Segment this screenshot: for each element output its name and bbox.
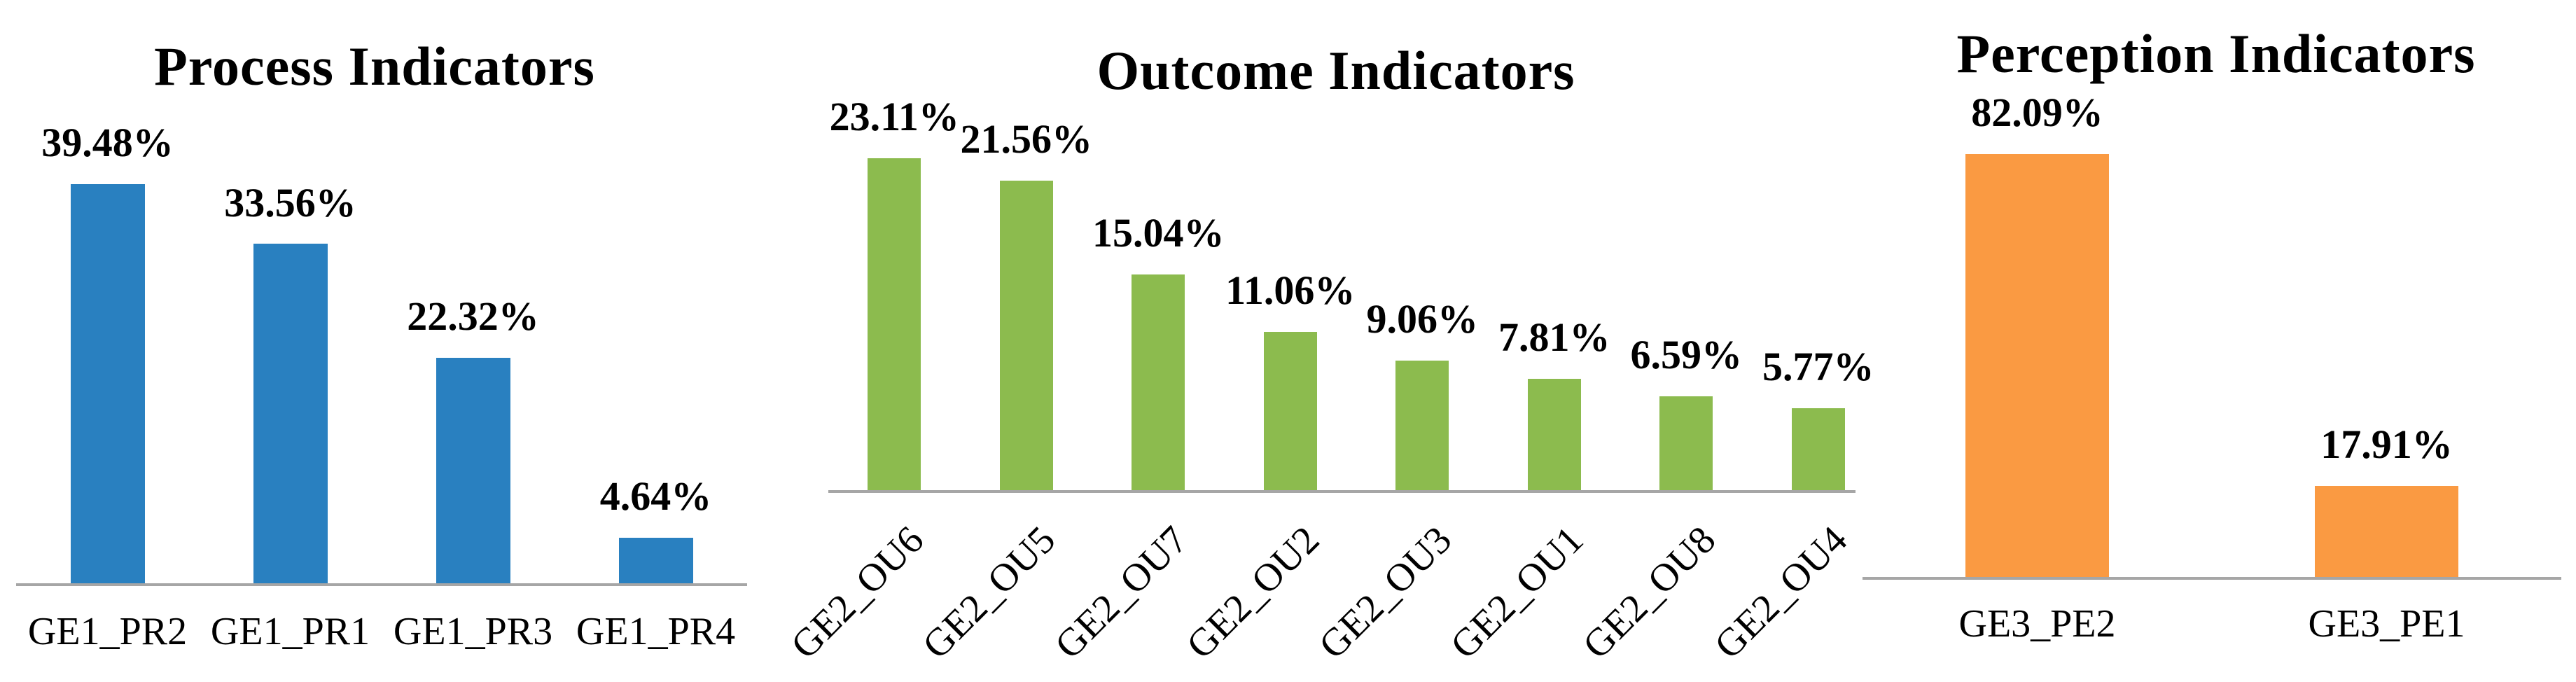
category-label-GE1_PR2: GE1_PR2 (27, 610, 188, 653)
value-label-GE2_OU5: 21.56% (960, 116, 1093, 162)
category-label-GE1_PR1: GE1_PR1 (210, 610, 370, 653)
value-label-GE1_PR4: 4.64% (599, 473, 712, 519)
category-label-GE1_PR4: GE1_PR4 (576, 610, 736, 653)
bar-GE1_PR2 (70, 183, 145, 585)
x-axis-line (16, 583, 747, 586)
outcome-indicators-title: Outcome Indicators (1096, 40, 1575, 101)
bar-GE1_PR3 (436, 358, 510, 585)
bar-GE2_OU8 (1659, 396, 1713, 492)
x-axis-line (828, 490, 1856, 493)
bar-GE2_OU5 (999, 180, 1053, 492)
bar-GE3_PE2 (1965, 154, 2109, 578)
x-axis-line (1863, 577, 2561, 580)
bar-GE2_OU2 (1263, 332, 1317, 492)
value-label-GE2_OU4: 5.77% (1762, 344, 1874, 390)
value-label-GE2_OU8: 6.59% (1630, 332, 1743, 378)
value-label-GE2_OU1: 7.81% (1498, 314, 1610, 361)
bar-GE2_OU7 (1132, 274, 1185, 492)
category-label-GE3_PE1: GE3_PE1 (2308, 602, 2465, 646)
value-label-GE1_PR3: 22.32% (407, 293, 539, 340)
bar-GE3_PE1 (2315, 485, 2458, 578)
category-label-GE3_PE2: GE3_PE2 (1958, 602, 2116, 646)
value-label-GE1_PR1: 33.56% (224, 179, 356, 225)
value-label-GE2_OU7: 15.04% (1092, 210, 1225, 256)
value-label-GE2_OU6: 23.11% (829, 94, 959, 140)
perception-indicators-title: Perception Indicators (1956, 23, 2476, 84)
bar-GE1_PR4 (618, 537, 693, 585)
process-indicators-title: Process Indicators (154, 36, 595, 97)
value-label-GE3_PE1: 17.91% (2320, 421, 2453, 467)
value-label-GE1_PR2: 39.48% (41, 119, 174, 165)
bar-GE2_OU3 (1395, 361, 1449, 492)
value-label-GE3_PE2: 82.09% (1971, 90, 2103, 136)
value-label-GE2_OU3: 9.06% (1366, 296, 1479, 342)
bar-GE2_OU6 (868, 158, 921, 492)
value-label-GE2_OU2: 11.06% (1225, 267, 1356, 314)
category-label-GE1_PR3: GE1_PR3 (393, 610, 553, 653)
bar-GE2_OU4 (1791, 408, 1845, 492)
bar-GE1_PR1 (253, 244, 328, 585)
bar-GE2_OU1 (1527, 379, 1581, 492)
